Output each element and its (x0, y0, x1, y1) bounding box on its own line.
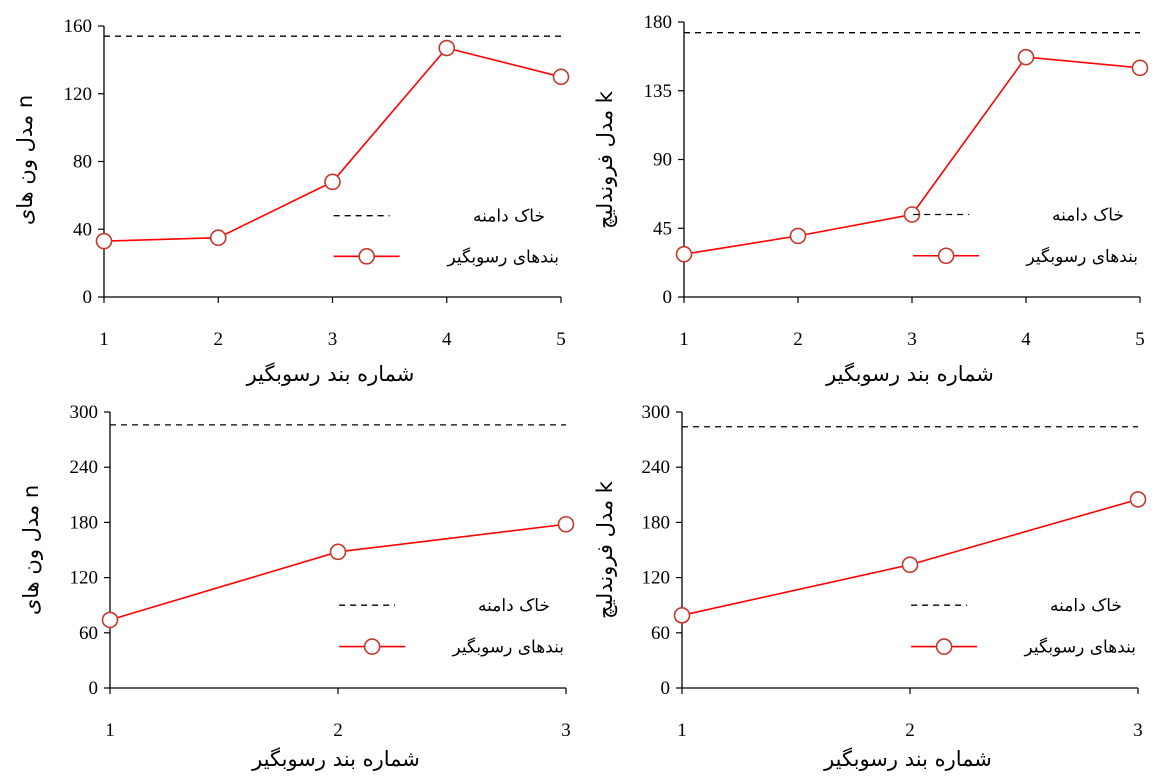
x-tick-label: 3 (1133, 720, 1143, 741)
data-point (903, 206, 921, 223)
x-tick-label: 4 (1021, 329, 1031, 350)
y-tick-label: 180 (644, 12, 673, 33)
y-tick-label: 40 (73, 219, 92, 240)
legend-label-reference: خاک دامنه (1050, 596, 1122, 616)
y-tick-label: 240 (70, 457, 99, 478)
y-tick-label: 180 (642, 512, 671, 533)
y-tick-label: 120 (642, 568, 671, 589)
data-point (789, 227, 807, 245)
data-point (1131, 59, 1149, 77)
data-point (209, 229, 227, 247)
y-tick-label: 180 (70, 512, 99, 533)
chart-panel-1: 0 40 80 120 160 1 2 3 4 5 شماره بند رسوبگیر n مدل و… (13, 16, 570, 386)
x-tick-label: 2 (793, 329, 803, 350)
y-tick-label: 120 (70, 568, 99, 589)
chart-panel-4: 0 60 120 180 240 300 1 2 3 شماره بند رسوبگیر k مدل… (593, 402, 1147, 771)
x-axis-label: شماره بند رسوبگیر (246, 362, 415, 386)
y-tick-label: 45 (653, 218, 672, 239)
data-point (329, 543, 347, 561)
data-point (675, 245, 693, 263)
data-point (95, 232, 113, 250)
x-tick-label: 5 (556, 329, 566, 350)
y-tick-label: 300 (642, 402, 671, 423)
x-tick-label: 1 (105, 720, 115, 741)
x-tick-label: 2 (333, 720, 343, 741)
x-tick-label: 2 (214, 329, 224, 350)
legend-label-series: بندهای رسوبگیر (451, 637, 564, 658)
x-tick-label: 4 (442, 329, 452, 350)
y-tick-label: 90 (653, 150, 672, 171)
y-tick-label: 0 (89, 678, 99, 699)
y-axis-label: k مدل فروندليچ (593, 480, 617, 619)
x-tick-label: 2 (905, 720, 915, 741)
y-tick-label: 160 (64, 16, 93, 37)
data-point (901, 556, 919, 574)
y-tick-label: 135 (644, 81, 673, 102)
y-axis-label: n مدل ون های (19, 485, 43, 615)
legend-marker (937, 247, 955, 265)
data-point (552, 68, 570, 86)
x-tick-label: 3 (907, 329, 917, 350)
y-axis-label: k مدل فروندليچ (593, 90, 617, 229)
data-point (324, 173, 341, 191)
y-tick-label: 300 (70, 402, 99, 423)
data-point (438, 39, 456, 57)
y-tick-label: 60 (79, 623, 98, 644)
x-tick-label: 5 (1135, 329, 1145, 350)
y-tick-label: 0 (661, 678, 671, 699)
legend-label-series: بندهای رسوبگیر (446, 246, 559, 267)
x-axis-label: شماره بند رسوبگیر (823, 747, 992, 771)
y-tick-label: 0 (663, 287, 673, 308)
data-point (1017, 48, 1035, 66)
data-point (673, 607, 691, 624)
y-tick-label: 60 (651, 623, 670, 644)
x-tick-label: 1 (679, 329, 689, 350)
x-tick-label: 1 (99, 329, 109, 350)
legend-label-series: بندهای رسوبگیر (1023, 637, 1136, 658)
data-point (1129, 491, 1147, 508)
legend-marker (935, 638, 953, 655)
legend-label-reference: خاک دامنه (1052, 206, 1124, 226)
x-axis-label: شماره بند رسوبگیر (251, 747, 420, 771)
chart-panel-3: 0 60 120 180 240 300 1 2 3 شماره بند رسوبگیر n مدل… (19, 402, 575, 771)
y-tick-label: 240 (642, 457, 671, 478)
x-tick-label: 3 (328, 329, 338, 350)
x-tick-label: 1 (677, 720, 687, 741)
data-point (557, 515, 575, 533)
legend-marker (363, 638, 381, 655)
legend-label-series: بندهای رسوبگیر (1025, 246, 1138, 267)
legend-label-reference: خاک دامنه (473, 207, 545, 227)
legend-marker (358, 248, 375, 265)
y-axis-label: n مدل ون های (13, 95, 37, 225)
x-tick-label: 3 (561, 720, 571, 741)
legend-label-reference: خاک دامنه (478, 596, 550, 616)
y-tick-label: 120 (64, 84, 93, 105)
x-axis-label: شماره بند رسوبگیر (825, 362, 994, 386)
y-tick-label: 80 (73, 152, 92, 173)
y-tick-label: 0 (83, 287, 93, 308)
data-point (101, 611, 119, 629)
